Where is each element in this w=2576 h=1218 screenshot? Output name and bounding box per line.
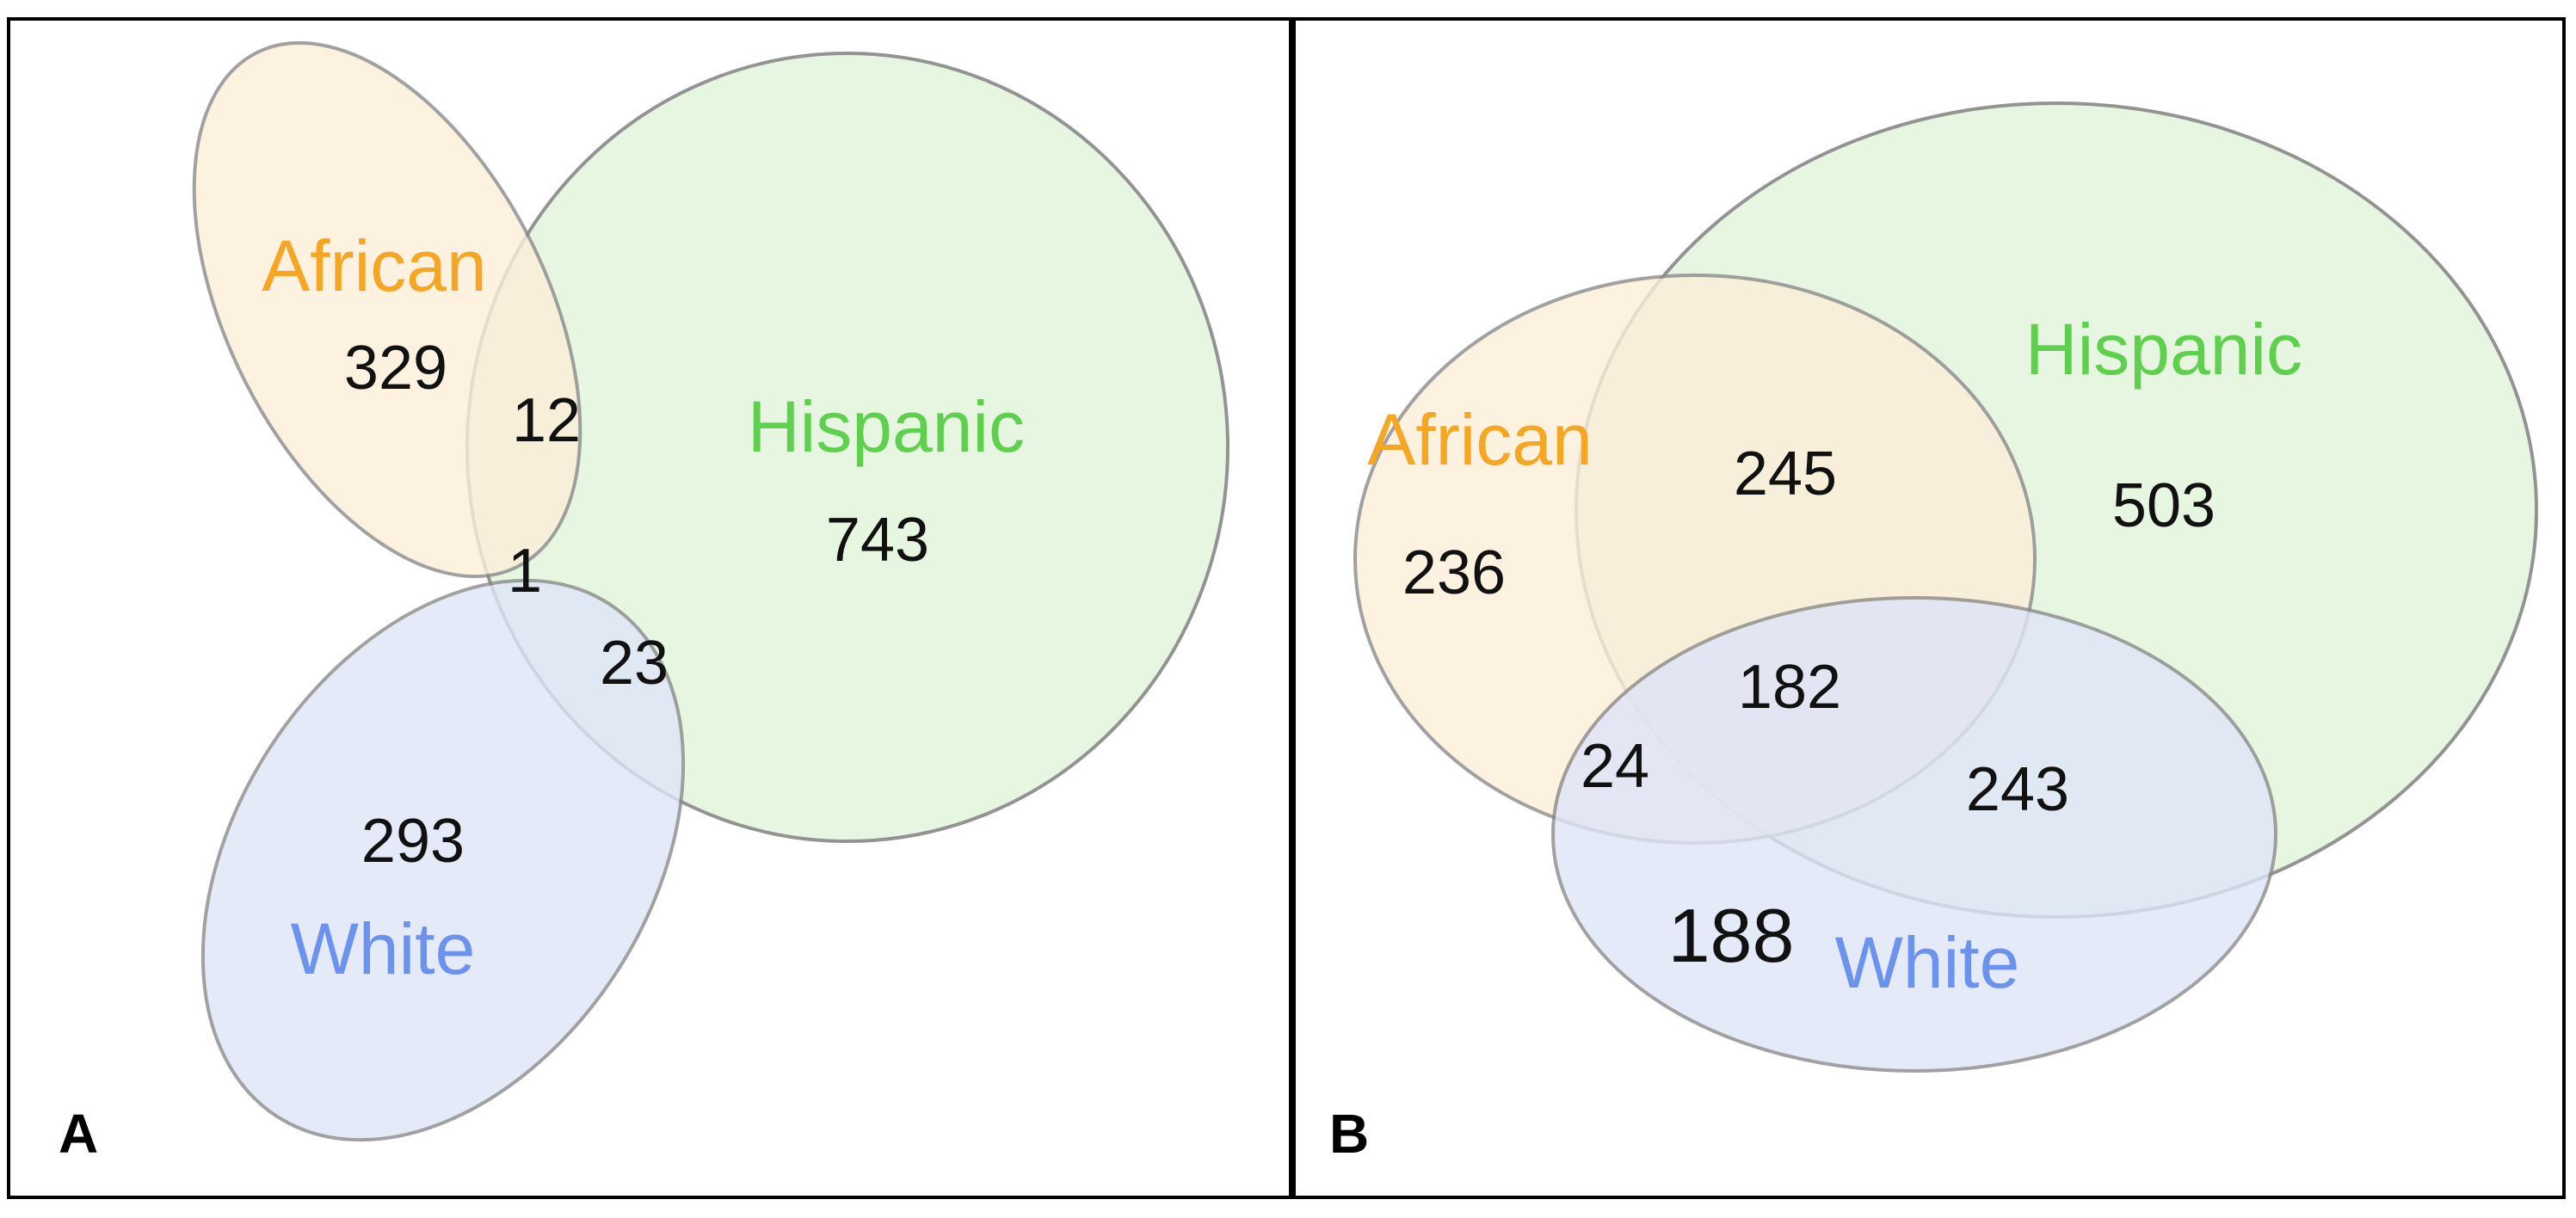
panel-b-border — [1292, 17, 2566, 1199]
panel-b-hispanic-only-count: 503 — [2112, 471, 2215, 540]
panel-a-white-label: White — [291, 908, 476, 989]
panel-b-white-only-count: 188 — [1668, 893, 1795, 978]
panel-b-all-three-count: 182 — [1738, 653, 1841, 722]
panel-a-white-only-count: 293 — [361, 807, 465, 876]
panel-a-white-ellipse — [200, 578, 686, 1142]
panel-a-hispanic-white-count: 23 — [600, 629, 669, 698]
panel-a-african-label: African — [262, 225, 486, 306]
panel-b-hispanic-label: Hispanic — [2025, 309, 2302, 390]
panel-a-african-hispanic-count: 12 — [512, 386, 581, 455]
panel-a-border — [7, 17, 1292, 1199]
panel-a-letter: A — [59, 1103, 98, 1165]
panel-a-hispanic-only-count: 743 — [826, 506, 929, 575]
panel-b-african-hispanic-count: 245 — [1734, 440, 1837, 508]
panel-b-african-label: African — [1367, 399, 1592, 480]
panel-a: African Hispanic White 329 12 1 743 23 2… — [59, 40, 1229, 1165]
panel-a-all-three-count: 1 — [508, 537, 542, 606]
panel-b-african-only-count: 236 — [1402, 538, 1506, 607]
panel-b-african-white-count: 24 — [1581, 732, 1649, 801]
panel-b-white-ellipse — [1551, 596, 2277, 1073]
panel-a-hispanic-label: Hispanic — [748, 386, 1025, 467]
panel-b-letter: B — [1329, 1103, 1369, 1165]
panel-a-african-ellipse — [192, 40, 582, 579]
panel-a-african-only-count: 329 — [344, 334, 447, 403]
panel-b: African Hispanic White 236 245 503 182 2… — [1329, 102, 2538, 1165]
panel-b-hispanic-white-count: 243 — [1966, 755, 2069, 824]
panel-b-white-label: White — [1835, 922, 2020, 1003]
